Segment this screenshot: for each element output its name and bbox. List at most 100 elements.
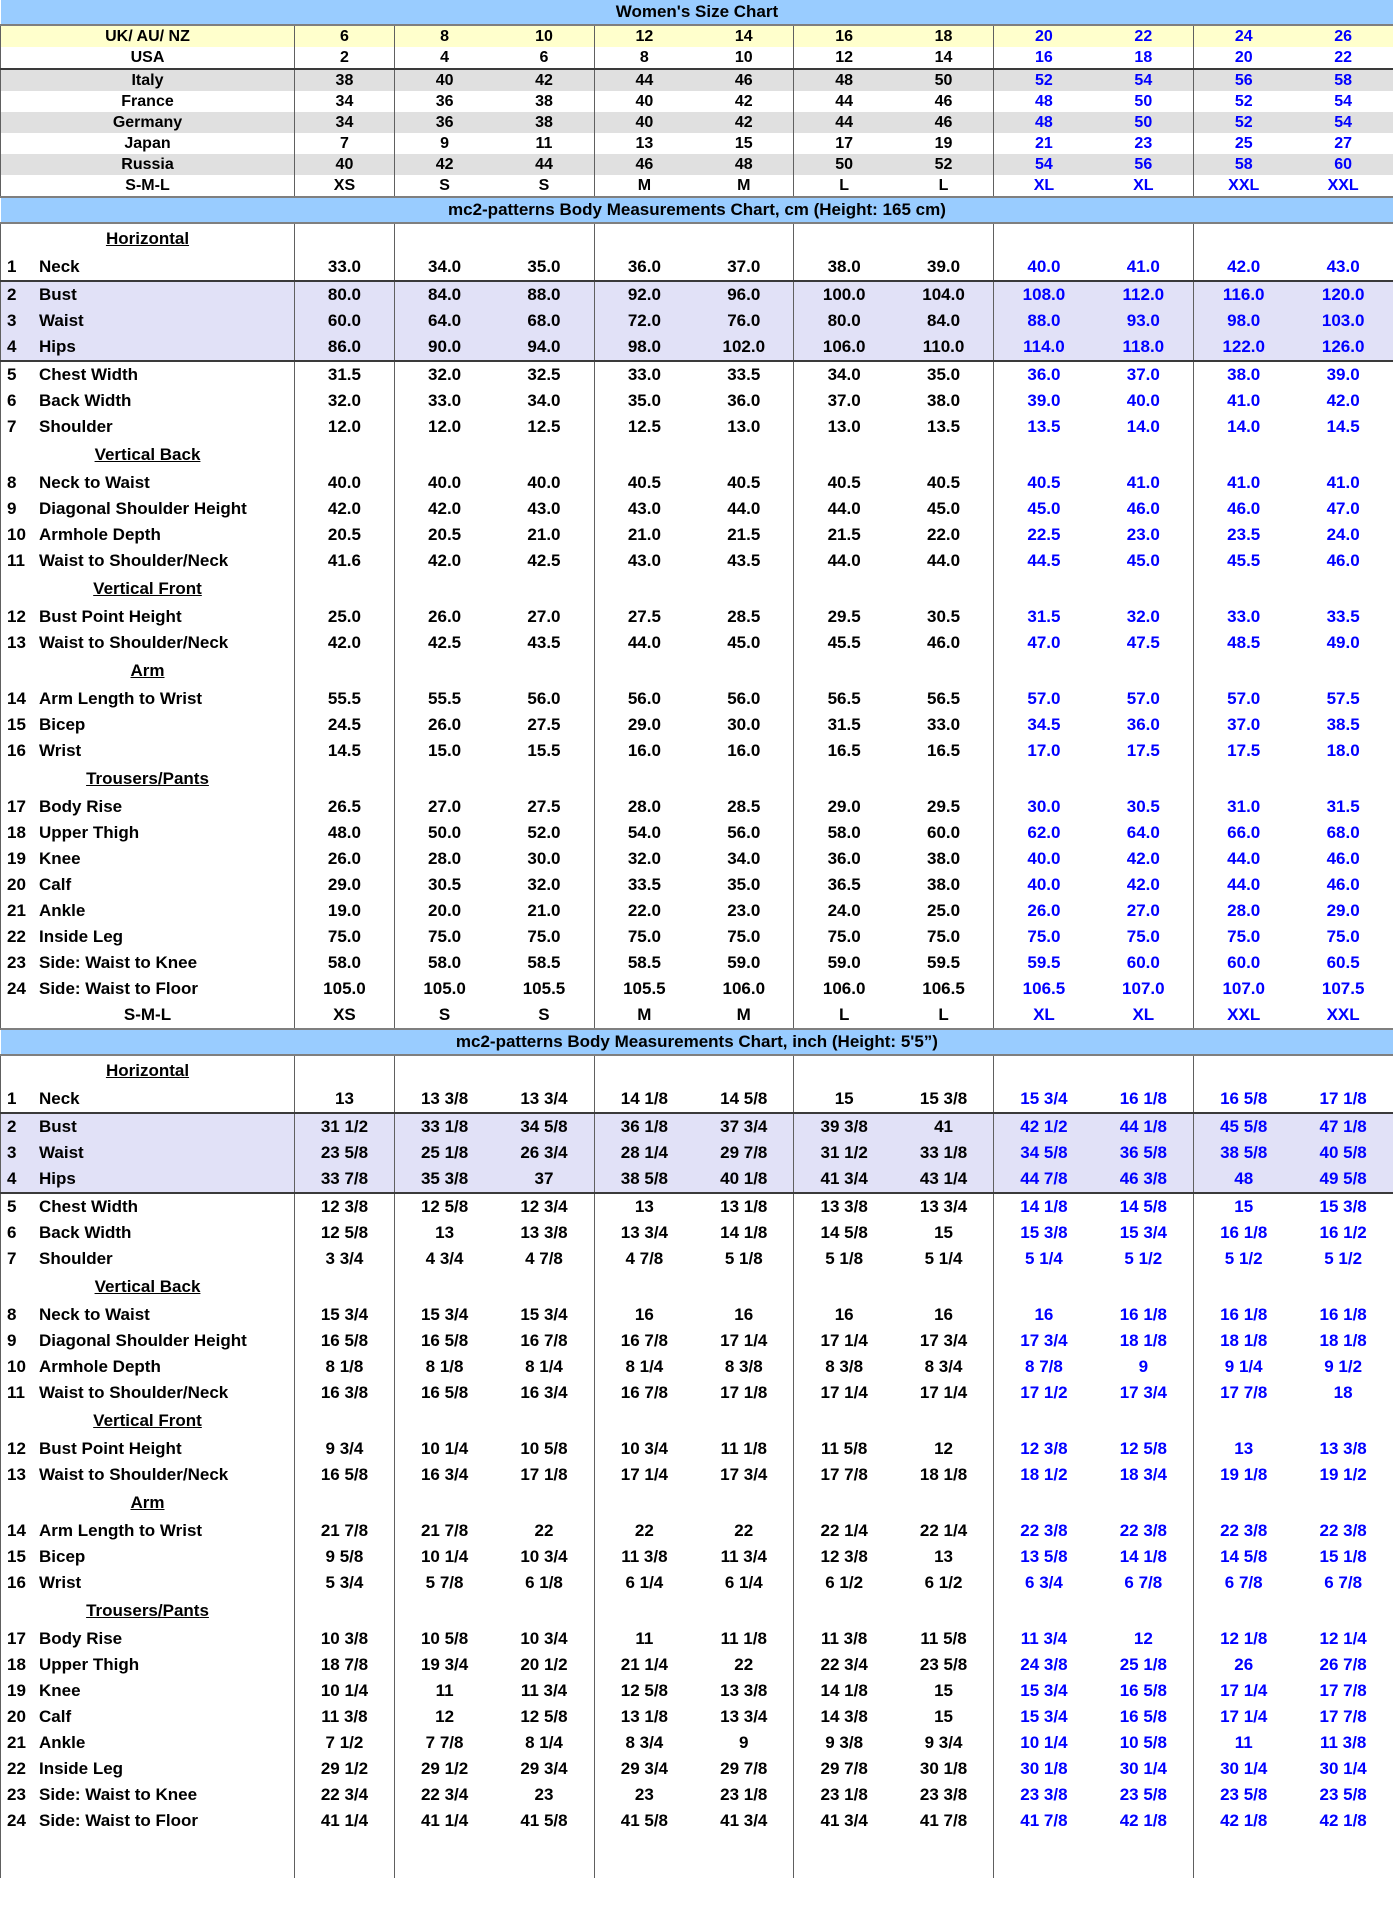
value-cell: 5 1/8 <box>793 1246 894 1272</box>
value-cell: 48 <box>793 69 894 91</box>
value-cell <box>1094 656 1194 686</box>
row-label: 2 Bust <box>0 1112 295 1140</box>
value-cell: 16 3/4 <box>520 1383 568 1402</box>
value-cell: 28.5 <box>727 797 761 816</box>
value-cell <box>993 1272 1094 1302</box>
value-cell: 20.5 <box>294 522 395 548</box>
value-cell: 21.0 <box>593 522 695 548</box>
value-cell <box>1094 1055 1194 1086</box>
value-cell: 41.0 <box>1293 470 1393 496</box>
value-cell: 36 5/8 <box>1093 1140 1194 1166</box>
value-cell: 8 1/4 <box>525 1357 563 1376</box>
value-cell: 75.0 <box>727 927 761 946</box>
value-cell: 22.5 <box>993 522 1094 548</box>
value-cell <box>1193 1055 1294 1086</box>
value-cell <box>694 1055 794 1086</box>
value-cell <box>1193 1406 1294 1436</box>
value-cell: 16 5/8 <box>393 1380 495 1406</box>
value-cell: 29 3/4 <box>593 1756 695 1782</box>
value-cell: 60.0 <box>1193 950 1294 976</box>
table-row: 10 Armhole Depth 8 1/8 8 1/8 8 1/4 8 1/4 8 3/8… <box>0 1354 1393 1380</box>
value-cell: 13 3/8 <box>393 1086 495 1113</box>
value-cell: 59.5 <box>926 953 961 972</box>
value-cell: 16 <box>793 25 894 47</box>
value-cell <box>593 1055 695 1086</box>
value-cell: 75.0 <box>993 924 1094 950</box>
cm-measurement-rows: Horizontal 1 Neck 33.0 34.0 35.0 36.0 37.0 38.0 3… <box>0 223 1393 1029</box>
value-cell <box>294 1406 395 1436</box>
value-cell <box>593 1488 695 1518</box>
value-cell: 46.0 <box>1193 496 1294 522</box>
row-label: 14 Arm Length to Wrist <box>0 686 295 712</box>
value-cell: 17 <box>793 133 894 154</box>
section-row: Horizontal <box>0 1055 1393 1086</box>
table-row: 12 Bust Point Height 9 3/4 10 1/4 10 5/8 10 3… <box>0 1436 1393 1462</box>
value-cell: 14 5/8 <box>1119 1197 1167 1216</box>
value-cell <box>393 1596 495 1626</box>
value-cell: 45 5/8 <box>1193 1112 1294 1140</box>
value-cell: 48 <box>993 91 1094 112</box>
empty-cell <box>793 1834 894 1878</box>
value-cell <box>593 1596 695 1626</box>
value-cell <box>494 656 594 686</box>
value-cell: 41.6 <box>294 548 395 574</box>
value-cell: 38.0 <box>1193 361 1294 388</box>
value-cell: 44.0 <box>1193 872 1294 898</box>
value-cell: 42.0 <box>1293 388 1393 414</box>
value-cell: 59.5 <box>993 950 1094 976</box>
value-cell: 40 1/8 <box>694 1166 794 1194</box>
value-cell: 75.0 <box>593 924 695 950</box>
value-cell: 8 1/4 <box>525 1733 563 1752</box>
row-label: Germany <box>0 112 295 133</box>
value-cell: 8 1/4 <box>593 1354 695 1380</box>
value-cell <box>393 1272 495 1302</box>
value-cell: 59.0 <box>727 953 761 972</box>
value-cell: 16 1/8 <box>1119 1305 1167 1324</box>
value-cell: S <box>393 1002 495 1029</box>
value-cell: 35.0 <box>593 388 695 414</box>
row-label: 10 Armhole Depth <box>0 522 295 548</box>
value-cell <box>694 440 794 470</box>
value-cell: 26.5 <box>294 794 395 820</box>
value-cell: 27.0 <box>393 794 495 820</box>
value-cell <box>694 574 794 604</box>
value-cell: 15 3/4 <box>993 1704 1094 1730</box>
trailing-space <box>0 1834 1393 1878</box>
table-row: Japan 7 9 11 13 15 17 19 21 23 25 27 <box>0 133 1393 154</box>
row-label: Japan <box>0 133 295 154</box>
value-cell: 52 <box>1193 112 1294 133</box>
value-cell: 56.5 <box>926 689 961 708</box>
value-cell: 15.0 <box>393 738 495 764</box>
value-cell <box>494 1488 594 1518</box>
value-cell: 47.0 <box>993 630 1094 656</box>
value-cell: XL <box>1133 176 1154 194</box>
value-cell <box>793 764 894 794</box>
value-cell <box>793 574 894 604</box>
section-header: Vertical Front <box>0 574 295 604</box>
table-row: 22 Inside Leg 29 1/2 29 1/2 29 3/4 29 3/4 29 7… <box>0 1756 1393 1782</box>
value-cell: 37 <box>494 1166 595 1194</box>
value-cell: 13 <box>593 1193 695 1220</box>
value-cell: 11 3/4 <box>993 1626 1094 1652</box>
value-cell <box>694 656 794 686</box>
value-cell: 49 5/8 <box>1293 1166 1393 1194</box>
value-cell <box>694 1272 794 1302</box>
value-cell: 6 3/4 <box>993 1570 1094 1596</box>
value-cell <box>1094 1272 1194 1302</box>
value-cell: 48 <box>993 112 1094 133</box>
row-label: 13 Waist to Shoulder/Neck <box>0 1462 295 1488</box>
value-cell: 11 <box>593 1626 695 1652</box>
value-cell: 10 5/8 <box>520 1439 568 1458</box>
value-cell: S <box>538 1005 550 1024</box>
value-cell: 23.0 <box>1126 525 1160 544</box>
row-label: 7 Shoulder <box>0 414 295 440</box>
value-cell: 60.5 <box>1293 950 1393 976</box>
value-cell: 13 <box>934 1547 953 1566</box>
value-cell: 23 3/8 <box>993 1782 1094 1808</box>
value-cell: S <box>538 176 550 194</box>
value-cell: 37 3/4 <box>694 1112 794 1140</box>
inch-chart-title-band: mc2-patterns Body Measurements Chart, in… <box>0 1028 1393 1056</box>
value-cell: 33.0 <box>294 254 395 281</box>
value-cell <box>1193 1488 1294 1518</box>
value-cell: 5 7/8 <box>393 1570 495 1596</box>
